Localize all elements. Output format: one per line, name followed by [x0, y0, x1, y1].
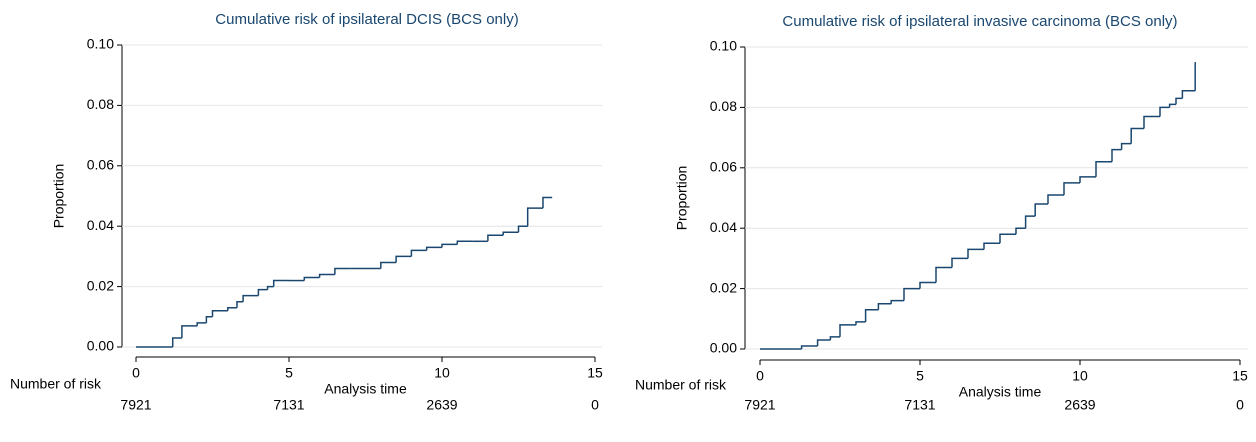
step-segment: [205, 316, 213, 323]
step-segment: [877, 302, 892, 310]
step-segment: [266, 285, 274, 290]
risk-value: 7131: [273, 397, 304, 413]
step-segment: [334, 267, 351, 275]
step-segment: [395, 255, 412, 263]
step-segment: [864, 308, 879, 322]
risk-value: 0: [1236, 397, 1244, 413]
step-segment: [1063, 182, 1080, 195]
step-segment: [318, 273, 335, 278]
step-segment: [456, 240, 473, 245]
y-tick-label: 0.08: [87, 96, 114, 112]
step-segment: [816, 339, 831, 346]
x-axis-label: Analysis time: [324, 381, 407, 397]
chart-title: Cumulative risk of ipsilateral invasive …: [782, 13, 1177, 30]
step-segment: [487, 234, 504, 242]
step-segment: [1034, 203, 1048, 217]
step-segment: [1120, 142, 1132, 150]
y-tick-label: 0.00: [710, 340, 737, 356]
step-segment: [1168, 103, 1176, 108]
step-segment: [542, 196, 553, 209]
y-tick-label: 0.04: [710, 219, 737, 235]
x-tick-label: 5: [916, 368, 924, 384]
y-tick-label: 0.06: [87, 157, 114, 173]
risk-value: 7921: [120, 397, 151, 413]
y-tick-label: 0.10: [710, 38, 737, 54]
risk-value: 7131: [904, 397, 935, 413]
step-segment: [517, 225, 528, 233]
chart-title: Cumulative risk of ipsilateral DCIS (BCS…: [215, 11, 518, 28]
step-segment: [999, 233, 1016, 244]
step-segment: [1130, 127, 1144, 144]
risk-label: Number of risk: [10, 376, 102, 392]
step-segment: [526, 207, 543, 227]
y-tick-label: 0.06: [710, 159, 737, 175]
x-tick-label: 5: [285, 365, 293, 381]
x-axis-label: Analysis time: [959, 384, 1042, 400]
risk-value: 2639: [1064, 397, 1095, 413]
x-tick-label: 10: [1072, 368, 1088, 384]
y-tick-label: 0.04: [87, 217, 114, 233]
step-segment: [425, 246, 442, 251]
step-segment: [257, 288, 268, 296]
step-segment: [919, 281, 936, 289]
x-tick-label: 0: [756, 368, 764, 384]
step-segment: [272, 279, 289, 287]
step-segment: [1111, 148, 1122, 162]
step-segment: [1047, 194, 1064, 205]
y-axis-label: Proportion: [51, 164, 67, 229]
step-segment: [1095, 161, 1112, 177]
step-segment: [227, 306, 237, 311]
y-tick-label: 0.02: [710, 279, 737, 295]
step-segment: [236, 300, 244, 308]
risk-label: Number of risk: [635, 377, 727, 393]
y-axis-label: Proportion: [674, 166, 690, 231]
step-segment: [196, 322, 207, 326]
step-segment: [1143, 115, 1160, 129]
step-segment: [1015, 227, 1026, 235]
step-segment: [171, 337, 182, 347]
y-tick-label: 0.08: [710, 98, 737, 114]
step-segment: [211, 310, 228, 317]
step-segment: [1181, 90, 1196, 99]
x-tick-label: 10: [434, 365, 450, 381]
step-segment: [983, 242, 1000, 250]
step-segment: [303, 276, 320, 281]
step-segment: [855, 321, 866, 325]
step-segment: [903, 287, 920, 301]
step-segment: [935, 266, 952, 283]
step-segment: [1175, 97, 1183, 105]
step-segment: [839, 324, 856, 337]
step-segment: [181, 325, 198, 338]
risk-value: 2639: [426, 397, 457, 413]
step-segment: [1024, 215, 1036, 229]
y-tick-label: 0.10: [87, 36, 114, 52]
step-segment: [441, 243, 458, 248]
step-segment: [410, 249, 427, 257]
risk-value: 7921: [744, 397, 775, 413]
step-segment: [890, 299, 904, 304]
step-segment: [829, 336, 840, 340]
y-tick-label: 0.02: [87, 277, 114, 293]
step-segment: [1079, 176, 1096, 183]
y-tick-label: 0.00: [87, 338, 114, 354]
step-segment: [967, 248, 984, 259]
step-segment: [502, 231, 519, 236]
x-tick-label: 15: [587, 365, 603, 381]
step-segment: [380, 261, 397, 269]
step-segment: [951, 257, 968, 268]
step-segment: [1159, 106, 1170, 117]
risk-value: 0: [591, 397, 599, 413]
step-segment: [242, 294, 259, 302]
x-tick-label: 0: [132, 365, 140, 381]
step-segment: [800, 345, 818, 349]
x-tick-label: 15: [1232, 368, 1248, 384]
